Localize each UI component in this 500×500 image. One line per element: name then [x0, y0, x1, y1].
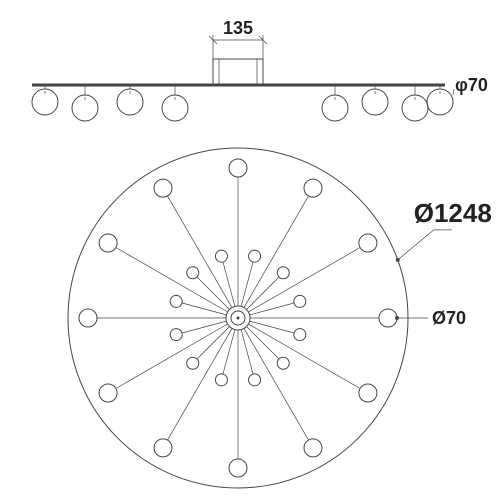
plan-bulb [294, 295, 306, 307]
label-plan-bulb-dia: Ø70 [432, 308, 466, 328]
plan-bulb [249, 374, 261, 386]
label-top-bulb-dia: φ70 [455, 75, 488, 95]
arm [250, 303, 294, 315]
arm [244, 328, 309, 440]
arm [250, 321, 294, 333]
label-top-width: 135 [223, 18, 253, 38]
plan-bulb [359, 384, 377, 402]
label-plan-outer-dia: Ø1248 [414, 198, 492, 228]
arm [248, 248, 360, 313]
plan-bulb [170, 295, 182, 307]
plan-bulb [215, 374, 227, 386]
plan-bulb [187, 357, 199, 369]
arm [223, 262, 235, 306]
arm [197, 326, 230, 359]
plan-bulb [229, 159, 247, 177]
mounting-bracket [213, 59, 263, 85]
plan-bulb [304, 179, 322, 197]
arm [168, 196, 233, 308]
arm [241, 262, 253, 306]
plan-bulb [379, 309, 397, 327]
arm [246, 326, 279, 359]
plan-bulb [359, 234, 377, 252]
plan-bulb [99, 384, 117, 402]
plan-bulb [215, 250, 227, 262]
plan-bulb [277, 357, 289, 369]
arm [197, 277, 230, 310]
arm [244, 196, 309, 308]
arm [246, 277, 279, 310]
plan-bulb [170, 329, 182, 341]
plan-bulb [79, 309, 97, 327]
arm [116, 324, 228, 389]
arm [182, 303, 226, 315]
plan-bulb [154, 179, 172, 197]
plan-bulb [304, 439, 322, 457]
arm [223, 330, 235, 374]
arm [241, 330, 253, 374]
plan-bulb [229, 459, 247, 477]
arm [116, 248, 228, 313]
plan-bulb [99, 234, 117, 252]
plan-bulb [187, 267, 199, 279]
plan-bulb [277, 267, 289, 279]
plan-bulb [249, 250, 261, 262]
plan-bulb [294, 329, 306, 341]
arm [182, 321, 226, 333]
plan-bulb [154, 439, 172, 457]
arm [168, 328, 233, 440]
arm [248, 324, 360, 389]
